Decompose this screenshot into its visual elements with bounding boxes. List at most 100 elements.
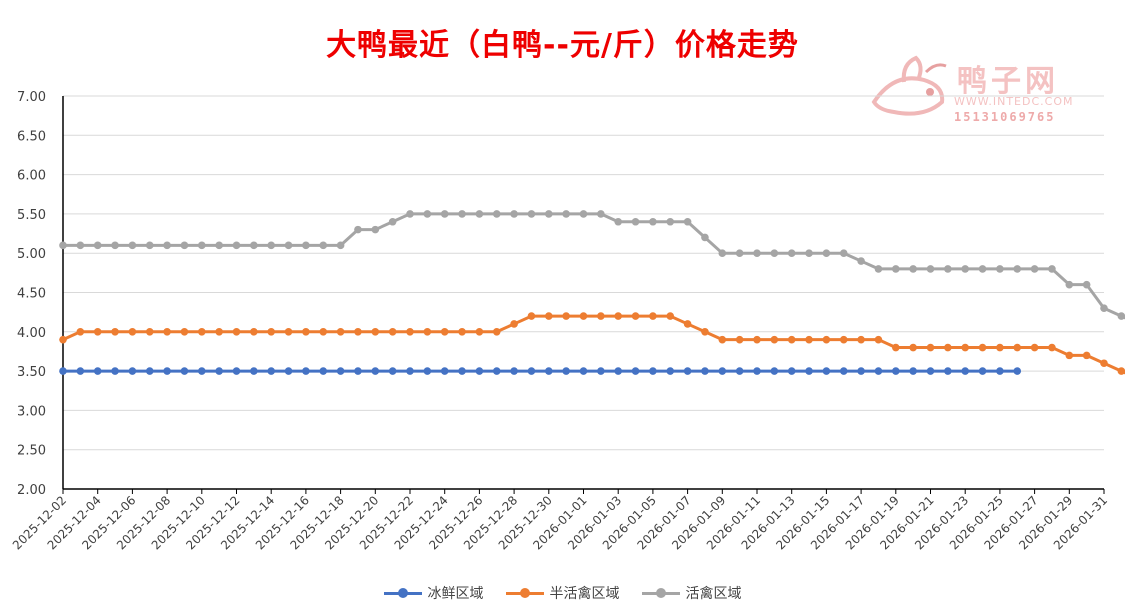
data-point bbox=[267, 328, 276, 336]
data-point bbox=[631, 312, 640, 320]
data-point bbox=[440, 367, 449, 375]
data-point bbox=[753, 335, 761, 344]
data-point bbox=[406, 210, 414, 218]
data-point bbox=[666, 217, 675, 226]
data-point bbox=[475, 210, 484, 218]
data-point bbox=[284, 328, 293, 336]
data-point bbox=[250, 367, 258, 375]
data-point bbox=[649, 367, 657, 375]
data-point bbox=[857, 367, 865, 375]
data-point bbox=[458, 210, 466, 218]
data-point bbox=[458, 328, 466, 336]
data-point bbox=[198, 241, 206, 250]
data-point bbox=[406, 367, 414, 375]
data-point bbox=[93, 241, 102, 250]
data-point bbox=[336, 328, 345, 336]
data-point bbox=[59, 367, 67, 375]
data-point bbox=[319, 328, 328, 336]
data-point bbox=[545, 312, 553, 320]
data-point bbox=[111, 328, 119, 336]
data-point bbox=[839, 367, 848, 375]
data-point bbox=[683, 217, 692, 226]
x-tick-labels: 2025-12-022025-12-042025-12-062025-12-08… bbox=[10, 493, 1110, 552]
data-point bbox=[319, 367, 328, 375]
legend-label-live: 活禽区域 bbox=[685, 586, 742, 602]
data-point bbox=[145, 328, 154, 336]
data-point bbox=[978, 265, 987, 273]
data-point bbox=[267, 241, 276, 250]
data-point bbox=[996, 343, 1004, 352]
duck-logo-icon bbox=[871, 55, 947, 116]
data-point bbox=[1082, 351, 1091, 360]
data-point bbox=[735, 367, 744, 375]
series-lines bbox=[59, 210, 1125, 375]
axes bbox=[62, 96, 1105, 494]
data-point bbox=[996, 367, 1004, 375]
data-point bbox=[961, 367, 969, 375]
data-point bbox=[145, 241, 154, 250]
data-point bbox=[597, 312, 605, 320]
data-point bbox=[631, 367, 640, 375]
legend-item-ice-fresh: 冰鲜区域 bbox=[383, 583, 484, 603]
data-point bbox=[128, 328, 137, 336]
data-point bbox=[198, 328, 206, 336]
data-point bbox=[926, 367, 935, 375]
data-point bbox=[579, 210, 588, 218]
data-point bbox=[753, 249, 761, 257]
data-point bbox=[874, 265, 883, 273]
data-point bbox=[128, 367, 137, 375]
legend-item-live: 活禽区域 bbox=[641, 583, 742, 603]
legend-item-semi-live: 半活禽区域 bbox=[505, 583, 620, 603]
data-point bbox=[128, 241, 137, 250]
data-point bbox=[76, 241, 85, 250]
data-point bbox=[475, 328, 484, 336]
y-tick-label: 4.50 bbox=[17, 287, 46, 302]
data-point bbox=[822, 335, 831, 344]
watermark: 鸭子网 WWW.INTEDC.COM 15131069765 bbox=[862, 52, 1092, 124]
data-point bbox=[718, 367, 727, 375]
data-point bbox=[354, 225, 362, 234]
data-point bbox=[492, 367, 501, 375]
data-point bbox=[787, 335, 796, 344]
data-point bbox=[510, 210, 518, 218]
data-point bbox=[978, 367, 987, 375]
y-tick-label: 5.50 bbox=[17, 208, 46, 223]
data-point bbox=[510, 320, 518, 328]
chart-title: 大鸭最近（白鸭--元/斤）价格走势 bbox=[326, 28, 799, 63]
data-point bbox=[562, 312, 570, 320]
data-point bbox=[423, 367, 432, 375]
y-tick-label: 3.00 bbox=[17, 404, 46, 419]
grid-lines bbox=[63, 95, 1104, 451]
data-point bbox=[423, 210, 432, 218]
data-point bbox=[649, 217, 657, 226]
data-point bbox=[770, 335, 779, 344]
data-point bbox=[388, 328, 397, 336]
data-point bbox=[440, 210, 449, 218]
data-point bbox=[232, 367, 241, 375]
data-point bbox=[1048, 343, 1056, 352]
y-tick-label: 2.00 bbox=[17, 483, 46, 498]
data-point bbox=[614, 367, 622, 375]
data-point bbox=[267, 367, 276, 375]
data-point bbox=[735, 335, 744, 344]
legend-swatch-semi-live bbox=[505, 587, 544, 599]
data-point bbox=[250, 328, 258, 336]
data-point bbox=[198, 367, 206, 375]
data-point bbox=[562, 210, 570, 218]
data-point bbox=[683, 320, 692, 328]
legend-swatch-ice-fresh bbox=[383, 587, 422, 599]
data-point bbox=[718, 335, 727, 344]
data-point bbox=[163, 328, 171, 336]
data-point bbox=[874, 367, 883, 375]
data-point bbox=[892, 367, 900, 375]
data-point bbox=[597, 367, 605, 375]
data-point bbox=[527, 367, 536, 375]
data-point bbox=[406, 328, 414, 336]
data-point bbox=[510, 367, 518, 375]
data-point bbox=[944, 265, 952, 273]
data-point bbox=[701, 367, 709, 375]
data-point bbox=[492, 210, 501, 218]
data-point bbox=[232, 241, 241, 250]
data-point bbox=[909, 367, 917, 375]
